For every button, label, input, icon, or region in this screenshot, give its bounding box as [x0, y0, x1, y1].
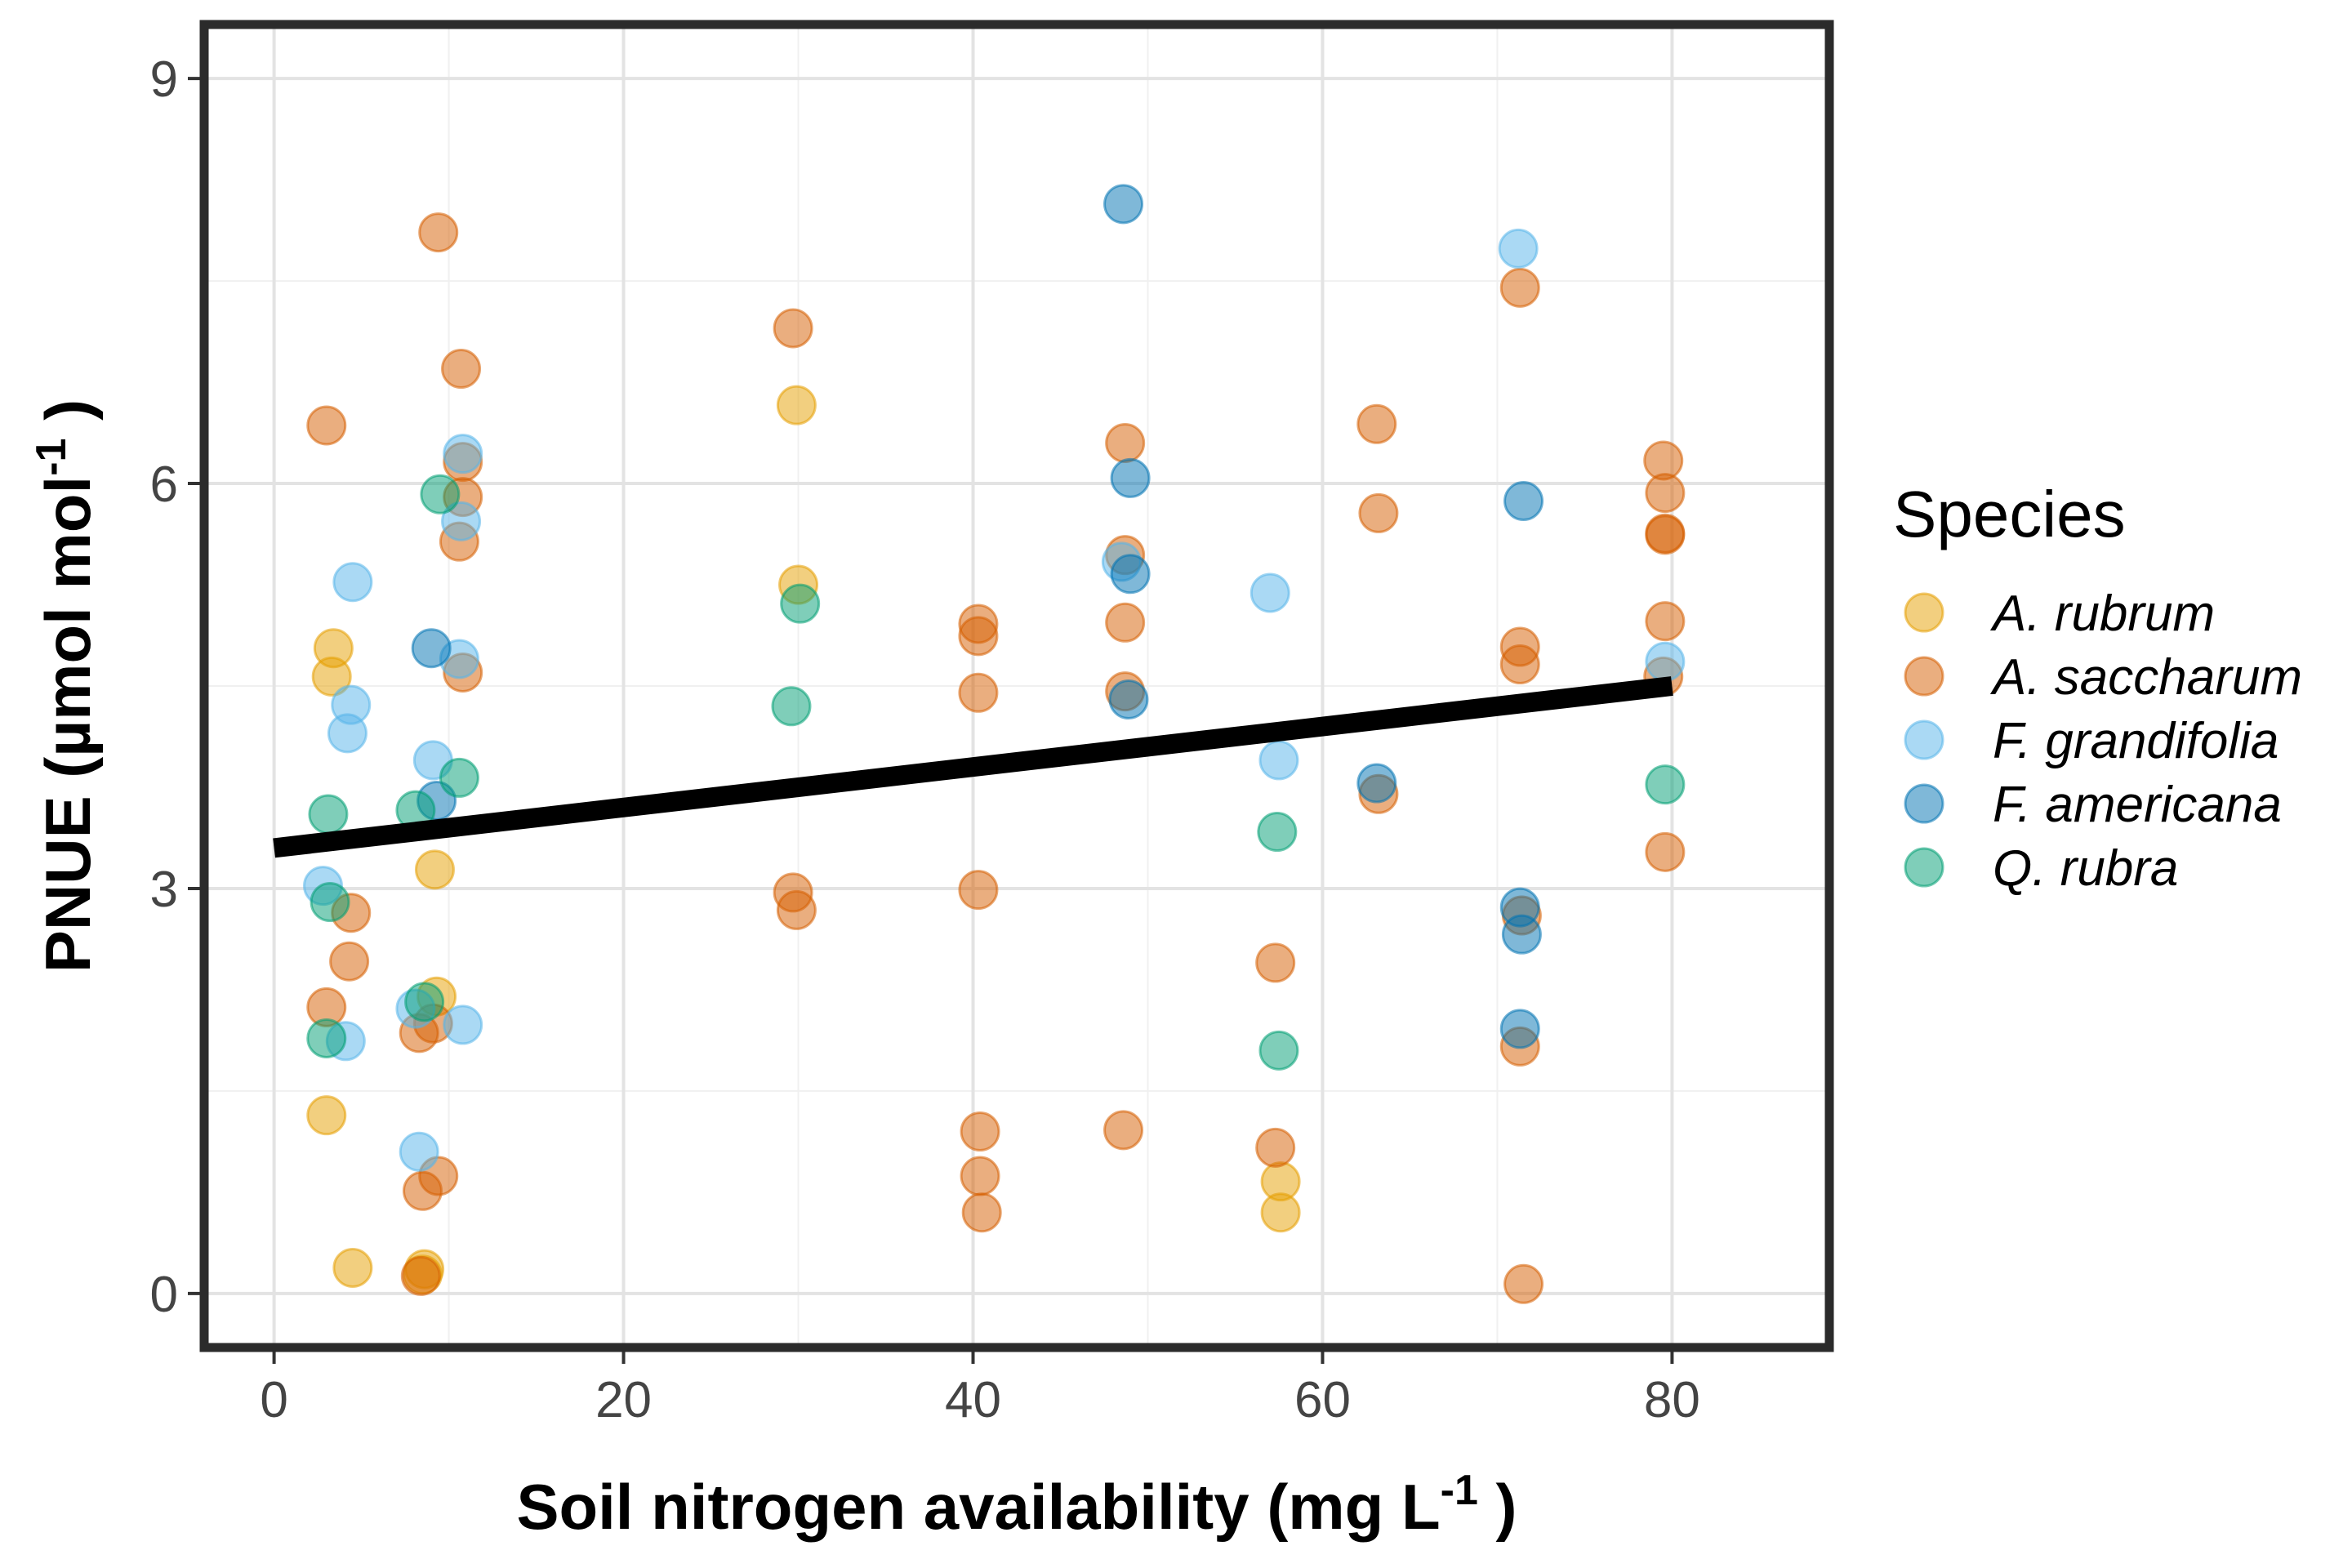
x-tick-label: 0 — [260, 1372, 287, 1428]
legend-label-q-rubra: Q. rubra — [1993, 840, 2178, 897]
point-f-grandifolia — [1258, 740, 1299, 781]
point-a-rubrum — [313, 628, 354, 669]
point-q-rubra — [420, 474, 461, 514]
point-f-grandifolia — [1250, 572, 1290, 613]
y-axis: 0 3 6 9 — [150, 51, 204, 1323]
point-q-rubra — [1645, 764, 1686, 805]
x-axis-title: Soil nitrogen availability (mg L-1 ) — [516, 1467, 1517, 1543]
legend-key-a-rubrum — [1904, 592, 1944, 633]
point-a-saccharum — [1645, 514, 1686, 555]
legend-label-f-grandifolia: F. grandifolia — [1993, 713, 2278, 769]
point-q-rubra — [310, 881, 350, 922]
point-f-americana — [1356, 763, 1397, 804]
point-a-rubrum — [776, 385, 817, 425]
point-f-americana — [1503, 481, 1544, 522]
point-f-grandifolia — [1645, 641, 1686, 682]
point-a-saccharum — [960, 1156, 1000, 1196]
x-axis: 0 20 40 60 80 — [260, 1348, 1700, 1428]
data-points — [303, 184, 1686, 1304]
y-tick-label: 0 — [150, 1267, 178, 1323]
point-a-saccharum — [1645, 473, 1686, 514]
y-tick-label: 9 — [150, 51, 178, 108]
point-a-saccharum — [1645, 831, 1686, 872]
point-a-saccharum — [1105, 422, 1146, 463]
x-tick-label: 80 — [1644, 1372, 1700, 1428]
x-tick-label: 20 — [595, 1372, 652, 1428]
y-tick-label: 3 — [150, 862, 178, 918]
legend-key-f-americana — [1904, 783, 1944, 824]
legend-key-f-grandifolia — [1904, 719, 1944, 760]
legend: Species A. rubrum A. saccharum F. grandifo… — [1893, 478, 2302, 897]
point-f-grandifolia — [1498, 228, 1539, 269]
point-a-rubrum — [332, 1247, 373, 1288]
point-f-grandifolia — [399, 1131, 439, 1172]
legend-key-a-saccharum — [1904, 656, 1944, 697]
point-f-americana — [1499, 1009, 1540, 1049]
point-a-saccharum — [958, 616, 999, 657]
point-a-saccharum — [961, 1192, 1002, 1233]
point-f-americana — [411, 628, 452, 669]
x-tick-label: 60 — [1294, 1372, 1351, 1428]
legend-label-a-saccharum: A. saccharum — [1989, 649, 2302, 706]
legend-label-a-rubrum: A. rubrum — [1989, 586, 2215, 642]
point-f-americana — [1103, 184, 1144, 225]
point-a-saccharum — [418, 212, 459, 253]
point-q-rubra — [306, 1018, 347, 1058]
point-f-americana — [1108, 679, 1149, 720]
point-f-americana — [1501, 914, 1542, 955]
y-tick-label: 6 — [150, 457, 178, 513]
point-q-rubra — [771, 686, 812, 727]
point-q-rubra — [404, 982, 445, 1022]
point-a-saccharum — [1255, 942, 1296, 983]
point-f-americana — [1110, 457, 1151, 498]
point-a-saccharum — [958, 672, 999, 713]
point-a-rubrum — [306, 1095, 347, 1136]
point-a-saccharum — [1499, 267, 1540, 308]
point-f-grandifolia — [443, 1004, 483, 1045]
point-a-saccharum — [1356, 403, 1397, 444]
plot-panel-border — [199, 20, 1834, 1352]
point-a-saccharum — [1103, 1110, 1144, 1151]
point-a-saccharum — [776, 889, 817, 930]
point-a-saccharum — [441, 349, 482, 390]
point-f-grandifolia — [441, 501, 482, 541]
point-a-rubrum — [414, 849, 455, 890]
trend-line — [273, 676, 1673, 858]
x-tick-label: 40 — [945, 1372, 1001, 1428]
point-q-rubra — [780, 583, 821, 624]
point-a-saccharum — [329, 941, 370, 982]
y-axis-title: PNUE (µmol mol-1 ) — [28, 399, 104, 973]
point-a-saccharum — [306, 405, 347, 446]
point-f-grandifolia — [327, 713, 368, 754]
point-q-rubra — [1258, 1030, 1299, 1071]
legend-key-q-rubra — [1904, 847, 1944, 888]
point-f-grandifolia — [332, 562, 373, 603]
point-a-saccharum — [1358, 492, 1399, 533]
point-a-rubrum — [1260, 1192, 1301, 1233]
legend-label-f-americana: F. americana — [1993, 777, 2282, 833]
point-a-saccharum — [1645, 601, 1686, 642]
point-f-grandifolia — [443, 434, 483, 474]
point-q-rubra — [439, 757, 479, 798]
point-q-rubra — [1257, 812, 1298, 853]
point-a-saccharum — [958, 870, 999, 911]
point-a-saccharum — [960, 1111, 1000, 1152]
point-q-rubra — [308, 794, 349, 835]
point-a-saccharum — [1499, 644, 1540, 685]
legend-title: Species — [1893, 478, 2126, 550]
point-a-saccharum — [1503, 1263, 1544, 1304]
point-a-saccharum — [400, 1255, 441, 1296]
point-f-americana — [1110, 554, 1151, 595]
point-a-saccharum — [773, 308, 813, 349]
point-a-saccharum — [1255, 1127, 1296, 1168]
point-a-saccharum — [1105, 602, 1146, 643]
